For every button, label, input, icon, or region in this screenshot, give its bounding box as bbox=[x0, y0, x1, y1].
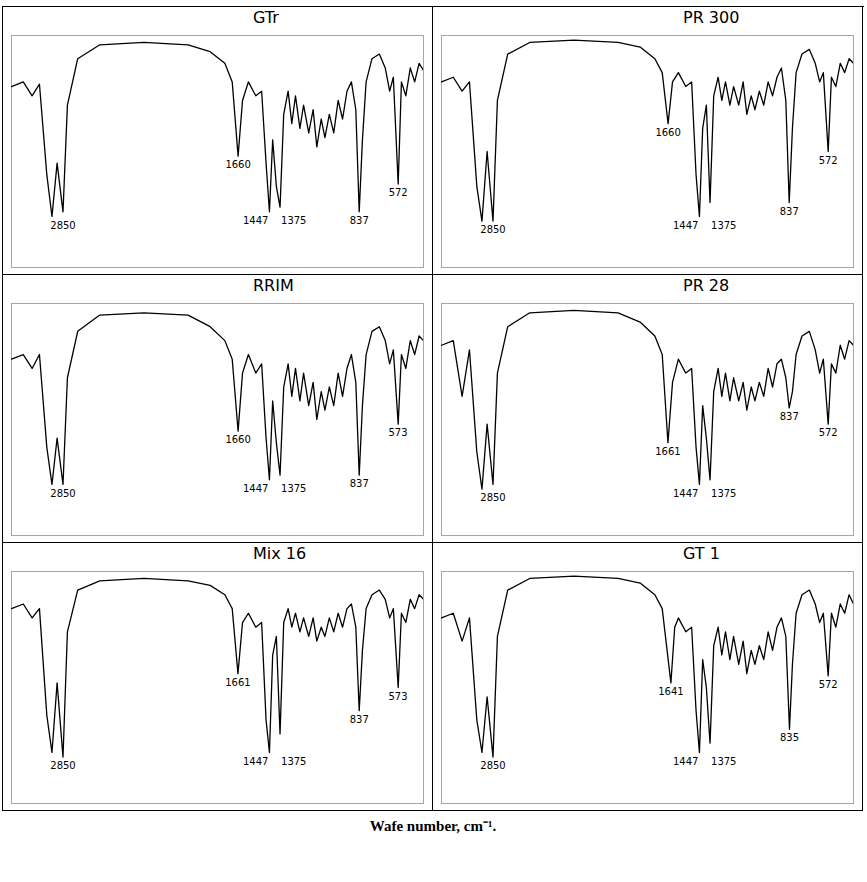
svg-text:837: 837 bbox=[350, 478, 369, 489]
svg-text:2850: 2850 bbox=[480, 760, 505, 771]
svg-text:573: 573 bbox=[388, 691, 407, 702]
svg-text:1447: 1447 bbox=[243, 483, 268, 494]
svg-text:1375: 1375 bbox=[711, 220, 736, 231]
svg-text:835: 835 bbox=[780, 732, 799, 743]
svg-text:1447: 1447 bbox=[673, 488, 698, 499]
svg-text:572: 572 bbox=[819, 679, 838, 690]
html-text:PR 28: PR 28 bbox=[683, 276, 730, 295]
svg-text:572: 572 bbox=[819, 155, 838, 166]
svg-text:1660: 1660 bbox=[225, 159, 250, 170]
html-text:Wafe number, cm⁻¹.: Wafe number, cm⁻¹. bbox=[369, 818, 497, 834]
svg-text:1447: 1447 bbox=[673, 756, 698, 767]
svg-text:1375: 1375 bbox=[281, 756, 306, 767]
svg-text:1660: 1660 bbox=[655, 127, 680, 138]
svg-text:572: 572 bbox=[819, 427, 838, 438]
svg-text:837: 837 bbox=[780, 411, 799, 422]
html-text:RRIM: RRIM bbox=[253, 276, 294, 295]
html-text:PR 300: PR 300 bbox=[683, 8, 740, 27]
html-text:GT 1: GT 1 bbox=[683, 544, 720, 563]
svg-text:572: 572 bbox=[389, 187, 408, 198]
svg-text:2850: 2850 bbox=[480, 492, 505, 503]
svg-text:1661: 1661 bbox=[225, 677, 250, 688]
svg-text:2850: 2850 bbox=[50, 488, 75, 499]
svg-text:1375: 1375 bbox=[281, 483, 306, 494]
html-text:GTr: GTr bbox=[253, 8, 279, 27]
svg-text:1447: 1447 bbox=[673, 220, 698, 231]
svg-text:1661: 1661 bbox=[655, 446, 680, 457]
svg-text:1447: 1447 bbox=[243, 215, 268, 226]
svg-text:2850: 2850 bbox=[50, 220, 75, 231]
svg-text:837: 837 bbox=[780, 206, 799, 217]
svg-text:1375: 1375 bbox=[711, 756, 736, 767]
svg-text:1641: 1641 bbox=[658, 686, 683, 697]
svg-text:1375: 1375 bbox=[281, 215, 306, 226]
svg-text:1660: 1660 bbox=[225, 434, 250, 445]
svg-text:2850: 2850 bbox=[50, 760, 75, 771]
html-text:Mix 16: Mix 16 bbox=[253, 544, 307, 563]
svg-text:837: 837 bbox=[350, 215, 369, 226]
svg-text:1375: 1375 bbox=[711, 488, 736, 499]
svg-text:1447: 1447 bbox=[243, 756, 268, 767]
svg-text:573: 573 bbox=[388, 427, 407, 438]
svg-text:2850: 2850 bbox=[480, 224, 505, 235]
svg-text:837: 837 bbox=[350, 714, 369, 725]
